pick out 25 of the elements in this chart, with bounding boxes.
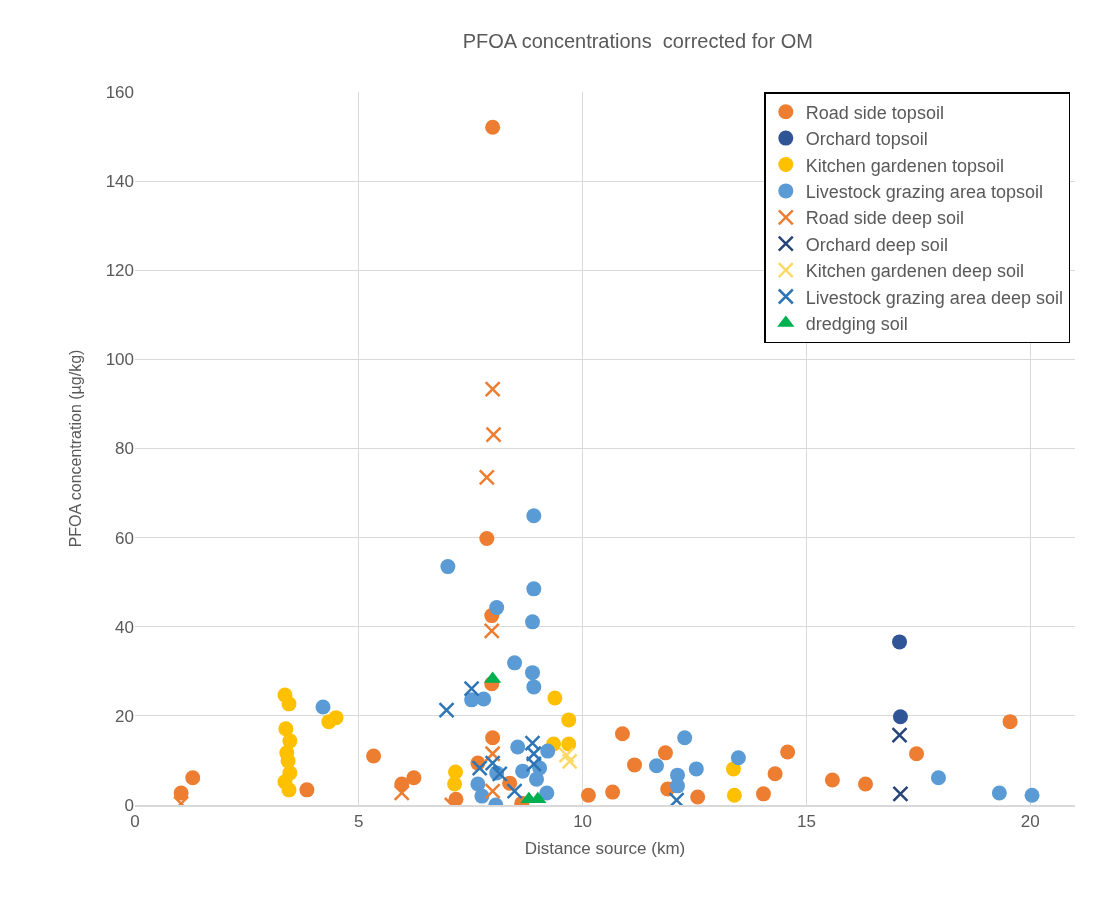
x-axis-title: Distance source (km): [524, 839, 686, 859]
y-tick-label: 120: [105, 261, 134, 281]
y-tick-label: 60: [115, 528, 134, 548]
chart-title: PFOA concentrations corrected for OM: [462, 29, 813, 52]
y-tick-label: 40: [115, 617, 134, 637]
x-tick-label: 15: [796, 812, 816, 832]
legend-label: dredging soil: [805, 313, 908, 334]
x-tick-label: 10: [573, 812, 593, 832]
y-tick-label: 100: [105, 350, 134, 370]
legend-label: Road side topsoil: [805, 102, 944, 123]
legend-label: Orchard deep soil: [805, 234, 948, 255]
y-tick-label: 0: [124, 795, 134, 815]
legend-label: Livestock grazing area topsoil: [805, 181, 1043, 202]
legend-label: Livestock grazing area deep soil: [805, 287, 1063, 308]
legend-label: Kitchen gardenen deep soil: [805, 261, 1024, 282]
legend-label: Orchard topsoil: [805, 129, 928, 150]
y-tick-label: 80: [115, 439, 134, 459]
y-tick-label: 20: [115, 706, 134, 726]
y-tick-label: 140: [105, 172, 134, 192]
y-axis-title: PFOA concentration (µg/kg): [66, 349, 84, 548]
y-tick-label: 160: [105, 82, 134, 102]
legend-label: Road side deep soil: [805, 208, 964, 229]
legend-label: Kitchen gardenen topsoil: [805, 155, 1004, 176]
x-tick-label: 20: [1020, 812, 1040, 832]
x-tick-label: 5: [354, 812, 364, 832]
